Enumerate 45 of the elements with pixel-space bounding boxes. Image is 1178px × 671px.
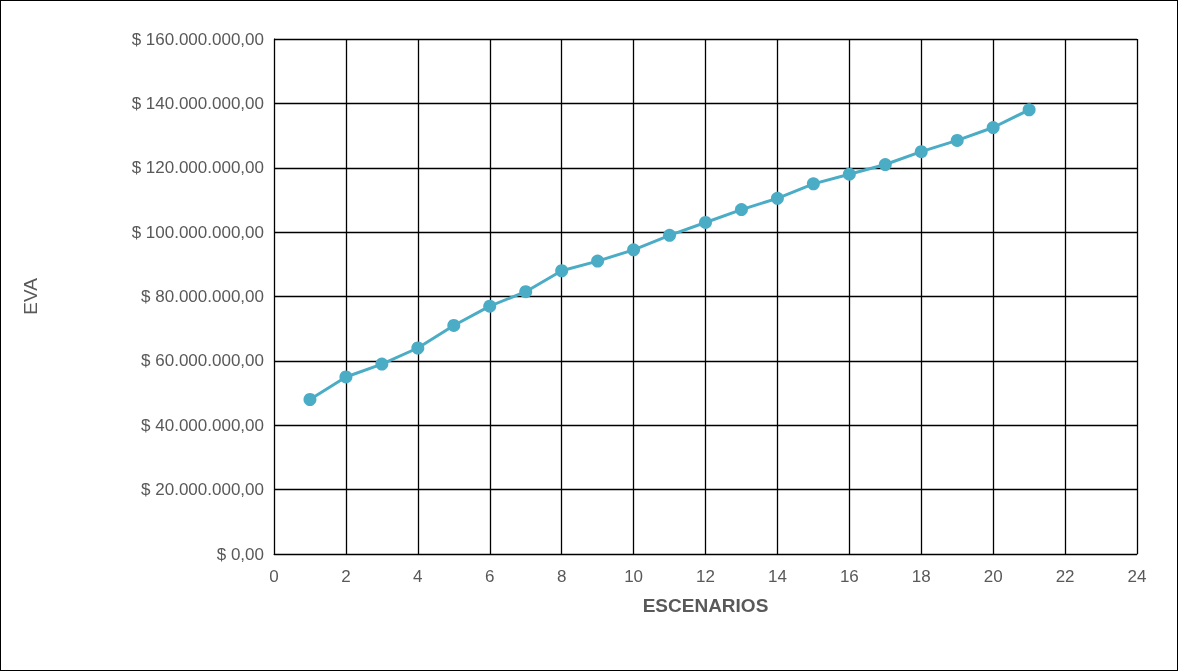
x-tick-label: 4 (413, 567, 423, 586)
y-tick-label: $ 40.000.000,00 (141, 415, 264, 435)
x-tick-label: 20 (983, 567, 1003, 586)
x-tick-label: 2 (341, 567, 351, 586)
point (986, 121, 1000, 135)
x-tick-label: 22 (1055, 567, 1075, 586)
y-tick-label: $ 140.000.000,00 (131, 93, 264, 113)
point (375, 357, 389, 371)
point (483, 299, 497, 313)
point (303, 393, 317, 406)
y-axis-title: EVA (20, 277, 41, 315)
y-tick-label: $ 20.000.000,00 (141, 480, 264, 500)
y-tick-label: $ 80.000.000,00 (141, 287, 264, 306)
x-tick-label: 24 (1127, 567, 1147, 586)
x-tick-label: 0 (269, 567, 279, 586)
point (411, 341, 425, 355)
y-tick-label: $ 0,00 (216, 544, 264, 564)
point (591, 254, 605, 268)
point (663, 228, 677, 242)
x-tick-label: 12 (696, 567, 715, 586)
y-tick-label: $ 60.000.000,00 (141, 351, 264, 371)
point (878, 158, 892, 172)
point (447, 318, 461, 332)
point (950, 133, 964, 147)
point (555, 264, 569, 278)
x-tick-label: 8 (556, 567, 567, 586)
x-tick-label: 10 (624, 567, 644, 586)
point (842, 167, 856, 181)
point (699, 215, 712, 229)
x-tick-label: 6 (485, 567, 495, 586)
point (806, 177, 820, 191)
point (734, 203, 748, 217)
y-tick-label: $ 100.000.000,00 (131, 222, 264, 242)
x-tick-label: 14 (767, 567, 787, 586)
point (1022, 103, 1036, 117)
point (914, 145, 928, 159)
point (339, 370, 353, 384)
y-tick-label: $ 160.000.000,00 (131, 29, 264, 49)
x-axis-title: ESCENARIOS (642, 595, 769, 616)
x-tick-label: 16 (839, 567, 859, 586)
point (519, 285, 533, 299)
x-tick-label: 18 (911, 567, 931, 586)
point (627, 243, 641, 257)
y-tick-label: $ 120.000.000,00 (131, 158, 264, 178)
point (770, 191, 784, 205)
